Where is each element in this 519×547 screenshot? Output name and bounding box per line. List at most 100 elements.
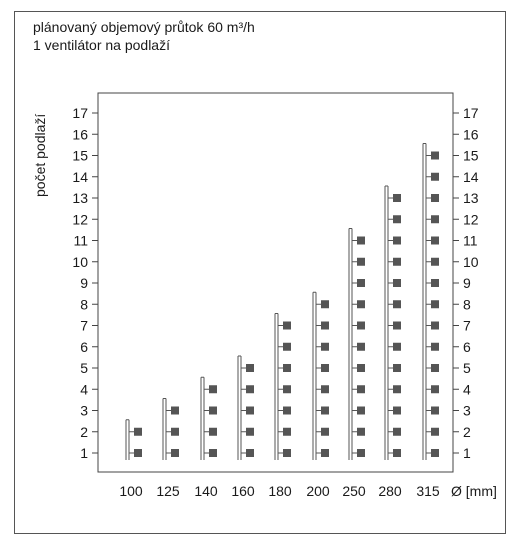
fan-marker xyxy=(431,215,439,224)
fan-marker xyxy=(431,279,439,287)
y-tick-label-left: 2 xyxy=(80,424,88,440)
x-axis-label: Ø [mm] xyxy=(451,483,497,499)
fan-marker xyxy=(209,449,217,457)
fan-marker xyxy=(321,300,329,309)
y-tick-label-left: 14 xyxy=(72,169,88,185)
fan-marker xyxy=(283,321,291,330)
fan-marker xyxy=(431,449,439,457)
fan-marker xyxy=(357,321,365,330)
y-tick-label-left: 10 xyxy=(72,254,88,270)
fan-marker xyxy=(431,257,439,266)
fan-marker xyxy=(171,406,179,415)
fan-marker xyxy=(431,321,439,330)
x-tick-label: 100 xyxy=(119,483,143,499)
flow-rate-title: plánovaný objemový průtok 60 m³/h xyxy=(33,19,255,35)
y-tick-label-right: 12 xyxy=(463,211,479,227)
fan-marker xyxy=(283,364,291,372)
y-tick-label-right: 8 xyxy=(463,296,471,312)
fan-marker xyxy=(209,427,217,436)
fan-marker xyxy=(357,427,365,436)
y-tick-label-right: 14 xyxy=(463,169,479,185)
y-tick-label-left: 13 xyxy=(72,190,88,206)
fan-marker xyxy=(357,279,365,287)
fan-marker xyxy=(431,236,439,245)
fan-marker xyxy=(393,215,401,224)
fan-marker xyxy=(246,406,254,415)
y-tick-label-left: 5 xyxy=(80,360,88,376)
fan-marker xyxy=(283,406,291,415)
x-tick-label: 140 xyxy=(194,483,218,499)
x-tick-label: 250 xyxy=(342,483,366,499)
y-tick-label-right: 15 xyxy=(463,148,479,164)
fan-per-floor-subtitle: 1 ventilátor na podlaží xyxy=(33,37,170,53)
fan-marker xyxy=(357,236,365,245)
fan-marker xyxy=(393,236,401,245)
x-tick-label: 180 xyxy=(268,483,292,499)
x-tick-label: 160 xyxy=(231,483,255,499)
fan-marker xyxy=(431,172,439,181)
fan-marker xyxy=(283,427,291,436)
diagram-frame xyxy=(14,11,506,534)
fan-marker xyxy=(134,427,142,436)
fan-marker xyxy=(393,364,401,372)
fan-marker xyxy=(321,364,329,372)
y-tick-label-right: 3 xyxy=(463,403,471,419)
fan-marker xyxy=(321,449,329,457)
y-tick-label-left: 16 xyxy=(72,126,88,142)
y-tick-label-right: 13 xyxy=(463,190,479,206)
y-tick-label-right: 17 xyxy=(463,105,479,121)
fan-marker xyxy=(321,406,329,415)
y-tick-label-left: 3 xyxy=(80,403,88,419)
fan-marker xyxy=(209,406,217,415)
fan-marker xyxy=(246,364,254,372)
x-tick-label: 125 xyxy=(156,483,180,499)
fan-marker xyxy=(431,364,439,372)
fan-marker xyxy=(246,427,254,436)
y-tick-label-right: 2 xyxy=(463,424,471,440)
fan-marker xyxy=(393,385,401,394)
y-tick-label-right: 10 xyxy=(463,254,479,270)
fan-marker xyxy=(431,342,439,351)
fan-marker xyxy=(321,342,329,351)
y-tick-label-left: 1 xyxy=(80,445,88,461)
fan-marker xyxy=(431,385,439,394)
fan-marker xyxy=(357,364,365,372)
y-tick-label-left: 17 xyxy=(72,105,88,121)
fan-marker xyxy=(321,427,329,436)
fan-marker xyxy=(393,427,401,436)
y-tick-label-left: 11 xyxy=(73,233,88,249)
fan-marker xyxy=(171,427,179,436)
x-tick-label: 315 xyxy=(416,483,440,499)
fan-marker xyxy=(246,449,254,457)
fan-marker xyxy=(431,151,439,160)
y-tick-label-left: 7 xyxy=(80,318,88,334)
fan-marker xyxy=(283,449,291,457)
y-tick-label-right: 1 xyxy=(463,445,471,461)
fan-marker xyxy=(393,279,401,287)
fan-marker xyxy=(357,406,365,415)
fan-marker xyxy=(321,321,329,330)
y-tick-label-right: 5 xyxy=(463,360,471,376)
y-tick-label-left: 12 xyxy=(72,211,88,227)
fan-marker xyxy=(393,321,401,330)
fan-marker xyxy=(431,300,439,309)
fan-marker xyxy=(209,385,217,394)
y-tick-label-right: 7 xyxy=(463,318,471,334)
y-tick-label-left: 8 xyxy=(80,296,88,312)
y-tick-label-left: 4 xyxy=(80,381,88,397)
fan-marker xyxy=(393,406,401,415)
y-tick-label-right: 6 xyxy=(463,339,471,355)
y-tick-label-right: 4 xyxy=(463,381,471,397)
fan-marker xyxy=(357,257,365,266)
y-tick-label-right: 9 xyxy=(463,275,471,291)
fan-marker xyxy=(357,342,365,351)
fan-marker xyxy=(357,449,365,457)
fan-marker xyxy=(246,385,254,394)
fan-marker xyxy=(393,194,401,202)
fan-marker xyxy=(431,427,439,436)
fan-marker xyxy=(171,449,179,457)
y-tick-label-left: 9 xyxy=(80,275,88,291)
fan-marker xyxy=(393,449,401,457)
fan-marker xyxy=(283,342,291,351)
